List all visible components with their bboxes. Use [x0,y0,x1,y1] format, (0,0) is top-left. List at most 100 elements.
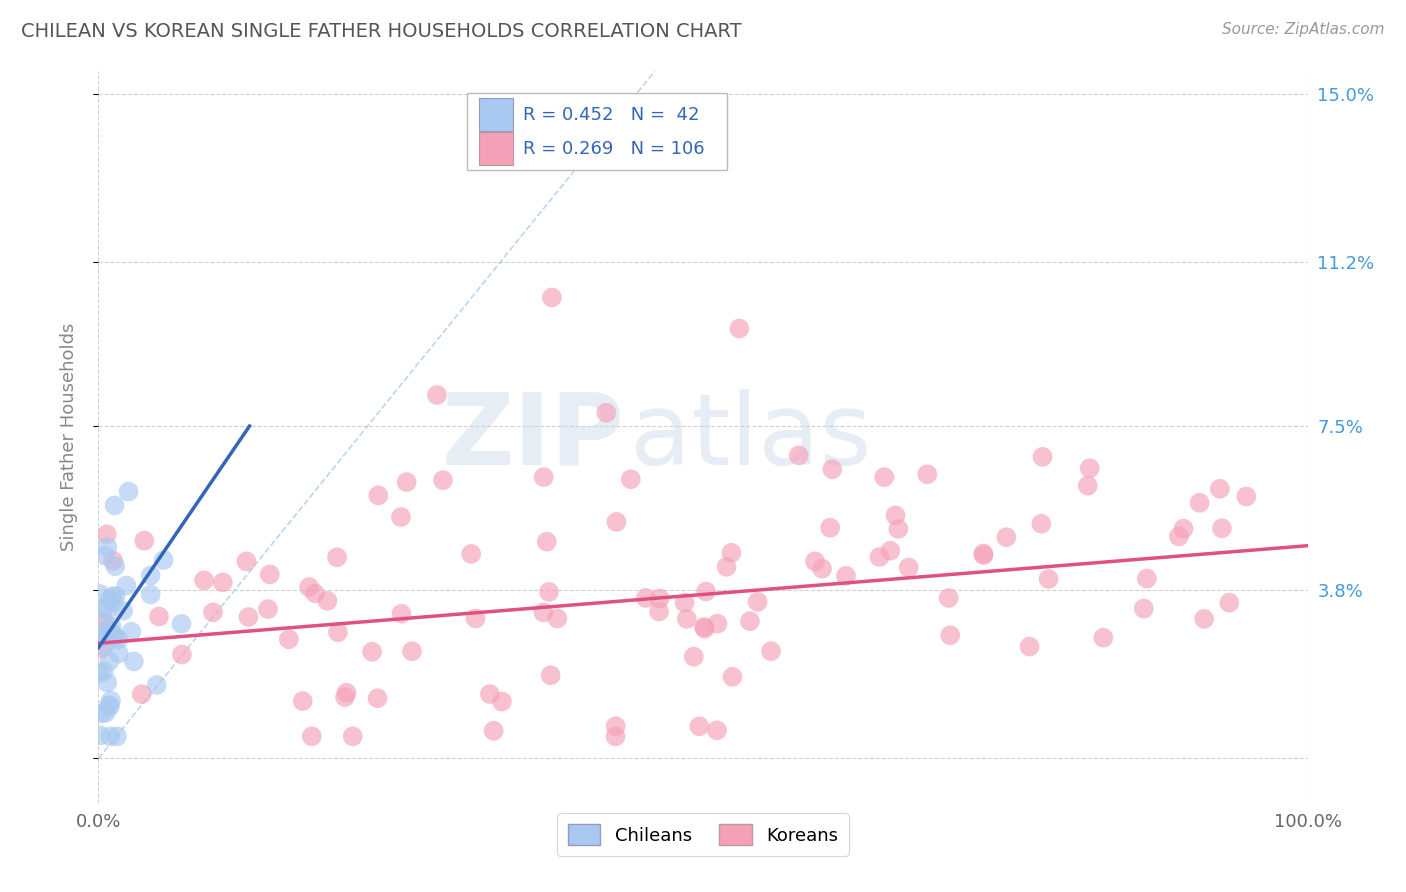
Point [101,590,124,604]
Point [432,473,454,487]
Point [98,592,121,607]
Point [605,729,627,743]
Point [787,449,810,463]
Point [291,694,314,708]
Point [491,694,513,708]
Point [938,591,960,605]
Point [89,631,111,645]
FancyBboxPatch shape [479,132,513,165]
Point [100,694,122,708]
Point [326,550,349,565]
Point [98,654,121,668]
Point [973,548,995,562]
Point [464,611,486,625]
Point [1018,640,1040,654]
Point [139,588,162,602]
Point [98,729,121,743]
Point [1136,572,1159,586]
Point [104,559,127,574]
Point [605,719,627,733]
Point [401,644,423,658]
Point [120,624,142,639]
Point [93,639,115,653]
Point [537,585,560,599]
Point [326,625,349,640]
Point [367,488,389,502]
Point [105,729,128,743]
Point [257,602,280,616]
Point [706,723,728,738]
Text: atlas: atlas [630,389,872,485]
Point [1038,572,1060,586]
Point [335,686,357,700]
Point [682,649,704,664]
Point [716,559,738,574]
Point [139,568,162,582]
Point [103,629,125,643]
Point [1211,521,1233,535]
Point [96,527,118,541]
Point [533,470,555,484]
Point [869,549,891,564]
Point [238,610,260,624]
Point [693,620,716,634]
Point [721,670,744,684]
Point [89,587,111,601]
Point [1078,461,1101,475]
Point [1133,601,1156,615]
Point [391,607,413,621]
Point [917,467,939,482]
Point [747,595,769,609]
Point [720,546,742,560]
Point [533,606,555,620]
Point [1092,631,1115,645]
Legend: Chileans, Koreans: Chileans, Koreans [557,814,849,856]
Point [193,574,215,588]
FancyBboxPatch shape [467,94,727,170]
Point [94,549,117,563]
Point [103,627,125,641]
Point [676,612,699,626]
Point [546,611,568,625]
Point [235,554,257,568]
Point [939,628,962,642]
Point [1192,612,1215,626]
Point [90,641,112,656]
Point [688,719,710,733]
Point [482,723,505,738]
Point [804,554,827,568]
Point [361,645,384,659]
Point [648,605,671,619]
Point [333,690,356,704]
Point [818,521,841,535]
Point [97,698,120,713]
Point [134,533,156,548]
Point [211,575,233,590]
Point [107,647,129,661]
Point [107,632,129,647]
Point [887,522,910,536]
Point [738,614,761,628]
Y-axis label: Single Father Households: Single Father Households [59,323,77,551]
Text: R = 0.269   N = 106: R = 0.269 N = 106 [523,140,704,158]
Point [277,632,299,647]
Point [759,644,782,658]
Point [389,510,412,524]
Point [367,691,389,706]
Point [93,614,115,628]
Point [1218,596,1240,610]
Point [94,622,117,636]
Point [104,589,127,603]
Point [884,508,907,523]
Point [101,554,124,568]
Point [1077,479,1099,493]
Point [1031,516,1053,531]
Point [1234,490,1257,504]
Point [115,578,138,592]
Point [100,619,122,633]
Point [821,462,844,476]
Point [811,561,834,575]
Point [728,321,751,335]
Point [478,687,501,701]
Point [879,543,901,558]
